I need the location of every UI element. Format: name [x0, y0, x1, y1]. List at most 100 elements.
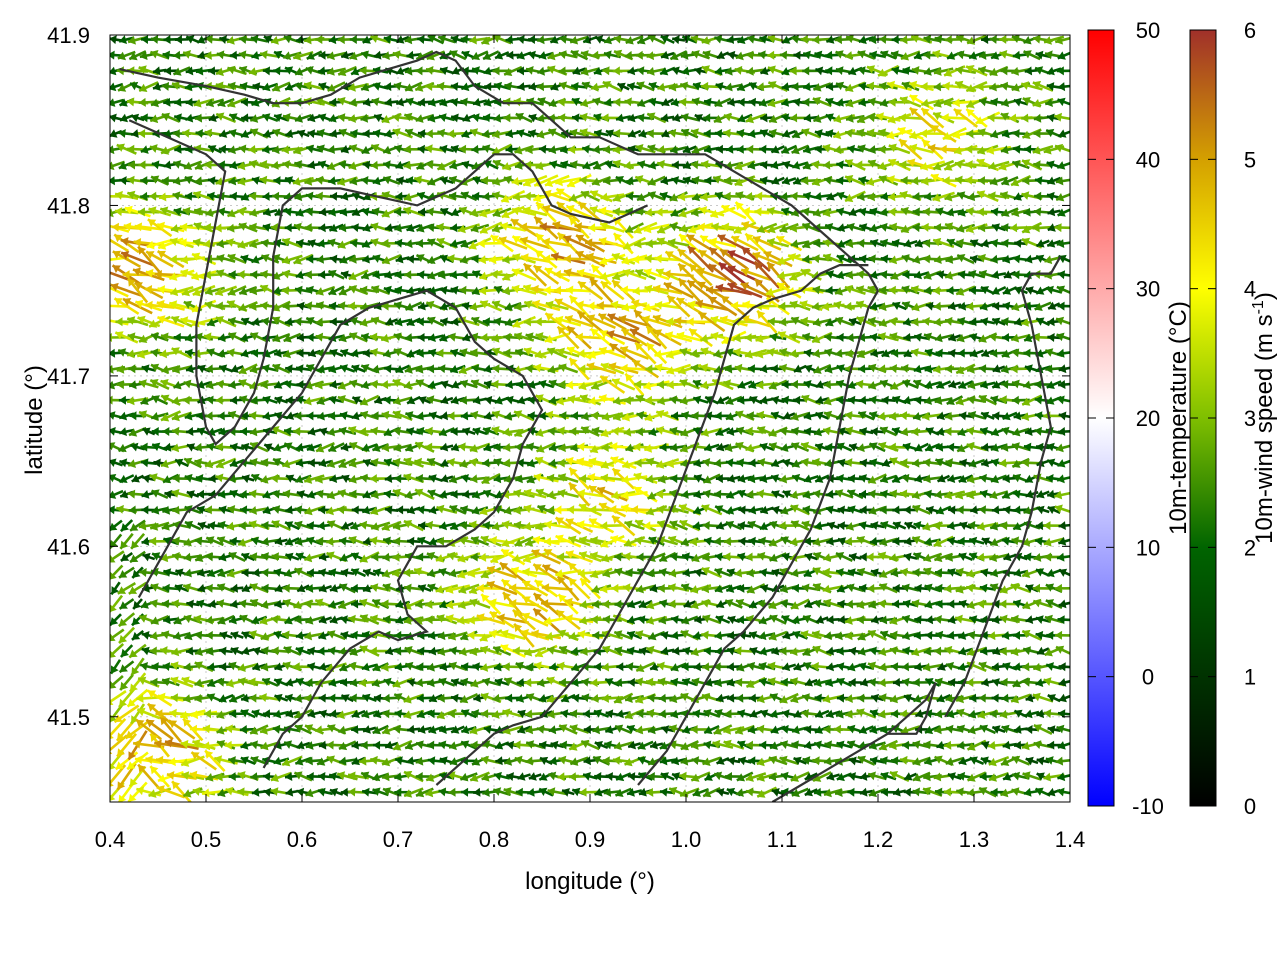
wind-arrow-head: [219, 364, 228, 373]
wind-arrow-head: [183, 300, 192, 309]
wind-arrow-head: [157, 285, 166, 294]
wind-arrow-head: [179, 238, 187, 248]
wind-arrow-head: [137, 315, 146, 325]
wind-arrow-head: [196, 411, 204, 421]
wind-arrow-head: [118, 794, 127, 802]
wind-arrow-head: [294, 114, 303, 123]
wind-arrow-head: [283, 646, 292, 655]
wind-arrow-head: [150, 599, 158, 608]
wind-arrow-head: [204, 300, 213, 310]
wind-arrow-head: [215, 442, 223, 452]
wind-arrow-head: [226, 238, 234, 247]
wind-arrow-head: [285, 678, 294, 687]
wind-arrow-head: [262, 66, 270, 76]
wind-arrow-head: [110, 633, 116, 642]
wind-arrow-head: [111, 586, 119, 595]
wind-arrow-head: [139, 51, 148, 60]
wind-arrow-head: [119, 113, 128, 123]
wind-arrow-head: [238, 379, 247, 388]
wind-arrow-head: [217, 411, 225, 421]
wind-arrow-head: [229, 191, 237, 201]
wind-arrow-head: [230, 395, 238, 405]
wind-arrow: [110, 690, 127, 704]
wind-arrow-head: [163, 568, 172, 577]
wind-arrow-head: [112, 265, 121, 273]
wind-arrow-head: [115, 190, 123, 200]
wind-arrow-head: [295, 677, 305, 687]
wind-arrow-head: [110, 66, 117, 76]
wind-arrow-head: [250, 128, 259, 137]
wind-arrow-head: [110, 35, 117, 45]
wind-arrow-head: [251, 348, 259, 358]
wind-arrow-head: [190, 710, 199, 720]
wind-arrow-head: [249, 239, 258, 249]
wind-arrow-head: [228, 552, 237, 561]
wind-arrow-head: [294, 615, 302, 625]
wind-arrow-head: [225, 786, 234, 796]
wind-arrow-head: [147, 690, 157, 699]
wind-arrow-head: [293, 256, 302, 265]
wind-arrow-head: [273, 286, 281, 296]
wind-arrow-head: [128, 278, 136, 287]
wind-arrow-head: [218, 427, 227, 437]
wind-arrow-head: [208, 113, 217, 122]
wind-arrow-head: [183, 694, 191, 703]
wind-arrow-head: [129, 428, 138, 437]
wind-arrow-head: [116, 364, 125, 374]
wind-arrow-head: [114, 714, 123, 722]
wind-arrow-head: [197, 583, 206, 593]
wind-arrow-head: [208, 145, 217, 154]
wind-arrow-head: [128, 751, 137, 760]
wind-arrow-head: [139, 334, 148, 343]
wind-arrow-head: [172, 536, 180, 546]
wind-arrow-head: [249, 693, 257, 703]
wind-arrow-head: [205, 552, 213, 562]
wind-arrow-head: [152, 552, 161, 561]
wind-arrow-head: [270, 474, 278, 483]
wind-arrow-head: [161, 630, 170, 640]
wind-arrow-head: [170, 676, 179, 685]
wind-arrow-head: [192, 787, 201, 796]
wind-arrow-head: [295, 474, 304, 484]
wind-arrow-head: [130, 81, 139, 91]
wind-arrow-head: [207, 176, 216, 186]
wind-arrow-head: [284, 568, 293, 578]
wind-arrow-head: [119, 570, 128, 578]
wind-arrow-head: [293, 51, 302, 61]
wind-arrow-head: [160, 646, 168, 655]
wind-arrow-head: [272, 83, 281, 92]
wind-arrow-head: [260, 50, 268, 60]
wind-arrow-head: [150, 616, 160, 625]
wind-arrow-head: [282, 255, 290, 265]
wind-arrow-head: [282, 459, 291, 469]
wind-arrow-head: [130, 442, 139, 452]
wind-arrow-head: [180, 268, 189, 278]
wind-arrow-head: [305, 788, 314, 798]
wind-arrow-head: [305, 741, 314, 750]
wind-arrow-head: [147, 703, 157, 712]
wind-arrow-head: [294, 771, 303, 780]
wind-arrow-head: [207, 568, 216, 578]
wind-arrow-head: [162, 505, 171, 515]
wind-arrow-head: [160, 332, 169, 342]
wind-arrow-head: [171, 647, 180, 657]
wind-arrow-head: [240, 129, 250, 138]
wind-arrow-head: [185, 113, 194, 123]
wind-arrow-head: [296, 238, 304, 248]
wind-arrow-head: [118, 348, 127, 357]
wind-arrow-head: [204, 128, 213, 138]
wind-arrow-head: [283, 35, 292, 44]
wind-arrow-head: [251, 51, 260, 60]
wind-arrow-head: [160, 553, 169, 563]
wind-arrow-head: [295, 67, 304, 76]
wind-arrow-head: [182, 128, 190, 138]
wind-arrow-head: [131, 129, 139, 138]
wind-arrow-head: [130, 683, 138, 692]
wind-arrow-head: [119, 98, 128, 107]
wind-arrow-head: [263, 35, 273, 44]
wind-arrow-head: [292, 662, 300, 672]
wind-arrow-head: [238, 50, 247, 60]
wind-arrow-head: [172, 81, 180, 90]
wind-arrow-head: [149, 319, 158, 328]
wind-arrow-head: [173, 50, 181, 60]
